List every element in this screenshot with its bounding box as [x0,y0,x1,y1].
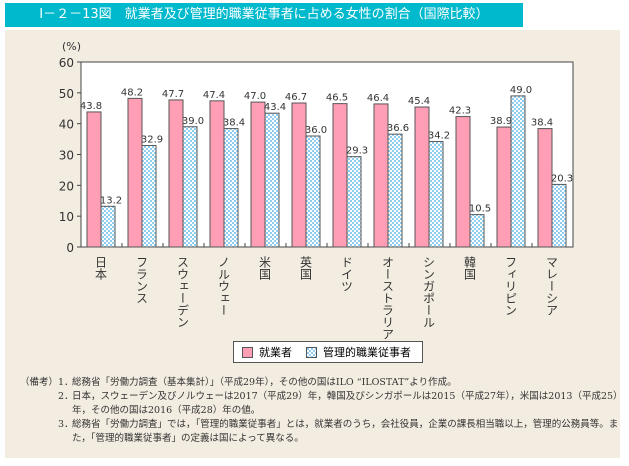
x-tick-label: オーストラリア [381,256,395,340]
data-label: 38.9 [490,116,512,127]
bar-managers [346,156,362,248]
y-axis-unit: (%) [62,40,81,53]
notes: （備考） 1． 総務省「労働力調査（基本集計）」（平成29年），その他の国はIL… [20,376,620,446]
x-tick-label: 日本 [94,256,108,281]
note-2: 2． 日本，スウェーデン及びノルウェーは2017（平成29）年，韓国及びシンガポ… [20,390,620,418]
bar-managers [264,112,280,248]
note-3: 3． 総務省「労働力調査」では，「管理的職業従事者」とは，就業者のうち，会社役員… [20,418,620,446]
bar-employed [86,111,102,248]
data-label: 10.5 [469,204,491,215]
bar-managers [182,126,198,248]
data-label: 29.3 [346,146,368,157]
legend-item-employed: 就業者 [242,344,292,360]
bar-employed [414,106,430,248]
note-number: 1． [58,377,74,388]
y-tick-label: 0 [66,241,74,255]
data-label: 47.7 [162,89,184,100]
legend-swatch-managers [306,346,317,358]
note-text: 総務省「労働力調査」では，「管理的職業従事者」とは，就業者のうち，会社役員，企業… [72,419,619,444]
x-tick-label: シンガポール [422,256,436,328]
legend-label-employed: 就業者 [259,346,292,359]
x-tick-label: フィリピン [504,256,518,316]
bar-managers [100,205,116,248]
bar-employed [455,116,471,248]
legend-item-managers: 管理的職業従事者 [306,344,411,360]
x-tick-label: ノルウェー [217,256,231,316]
y-tick-label: 30 [59,149,74,163]
y-tick-label: 40 [59,118,74,132]
data-label: 45.4 [408,96,430,107]
note-1: （備考） 1． 総務省「労働力調査（基本集計）」（平成29年），その他の国はIL… [20,376,620,390]
y-tick-label: 10 [59,210,74,224]
x-tick-label: 韓国 [463,256,477,280]
x-tick-label: フランス [135,256,149,304]
bar-employed [127,97,143,248]
data-label: 47.4 [203,90,225,101]
data-label: 46.5 [326,93,348,104]
data-label: 20.3 [551,173,573,184]
bar-employed [496,126,512,248]
data-label: 43.4 [264,102,286,113]
figure-title-bar: Ⅰ－２－13図 就業者及び管理的職業従事者に占める女性の割合（国際比較） [5,3,523,27]
note-text: 日本，スウェーデン及びノルウェーは2017（平成29）年，韓国及びシンガポールは… [72,391,618,416]
data-label: 13.2 [100,195,122,206]
bar-managers [469,214,485,248]
data-label: 49.0 [510,85,532,96]
bar-managers [141,145,157,248]
note-text: 総務省「労働力調査（基本集計）」（平成29年），その他の国はILO “ILOST… [72,377,457,388]
data-label: 38.4 [223,118,245,129]
data-label: 36.0 [305,125,327,136]
data-label: 38.4 [531,118,553,129]
bar-managers [223,128,239,248]
x-tick-label: スウェーデン [176,256,190,328]
plot-area [80,61,574,248]
legend-swatch-employed [242,346,253,358]
x-tick-label: 英国 [299,256,313,280]
y-tick-label: 20 [59,179,74,193]
figure-title: Ⅰ－２－13図 就業者及び管理的職業従事者に占める女性の割合（国際比較） [39,7,489,22]
data-label: 43.8 [80,101,102,112]
legend-label-managers: 管理的職業従事者 [323,346,411,359]
bar-managers [510,95,526,248]
note-number: 2． [58,391,74,402]
x-tick-label: 米国 [258,256,272,280]
y-tick-label: 50 [59,87,74,101]
bar-employed [332,103,348,248]
bar-employed [537,128,553,248]
data-label: 42.3 [449,106,471,117]
bar-employed [250,101,266,248]
y-tick-label: 60 [59,56,74,70]
bar-managers [305,135,321,248]
data-label: 39.0 [182,116,204,127]
bar-managers [428,141,444,248]
bar-managers [551,183,567,248]
data-label: 46.7 [285,92,307,103]
data-label: 32.9 [141,135,163,146]
bar-managers [387,133,403,248]
data-label: 46.4 [367,93,389,104]
data-label: 34.2 [428,131,450,142]
notes-heading: （備考） [20,377,59,388]
legend: 就業者 管理的職業従事者 [233,341,423,363]
x-tick-label: ドイツ [340,256,354,292]
data-label: 48.2 [121,87,143,98]
x-tick-label: マレーシア [545,256,559,316]
note-number: 3． [58,419,74,430]
data-label: 47.0 [244,91,266,102]
data-label: 36.6 [387,123,409,134]
